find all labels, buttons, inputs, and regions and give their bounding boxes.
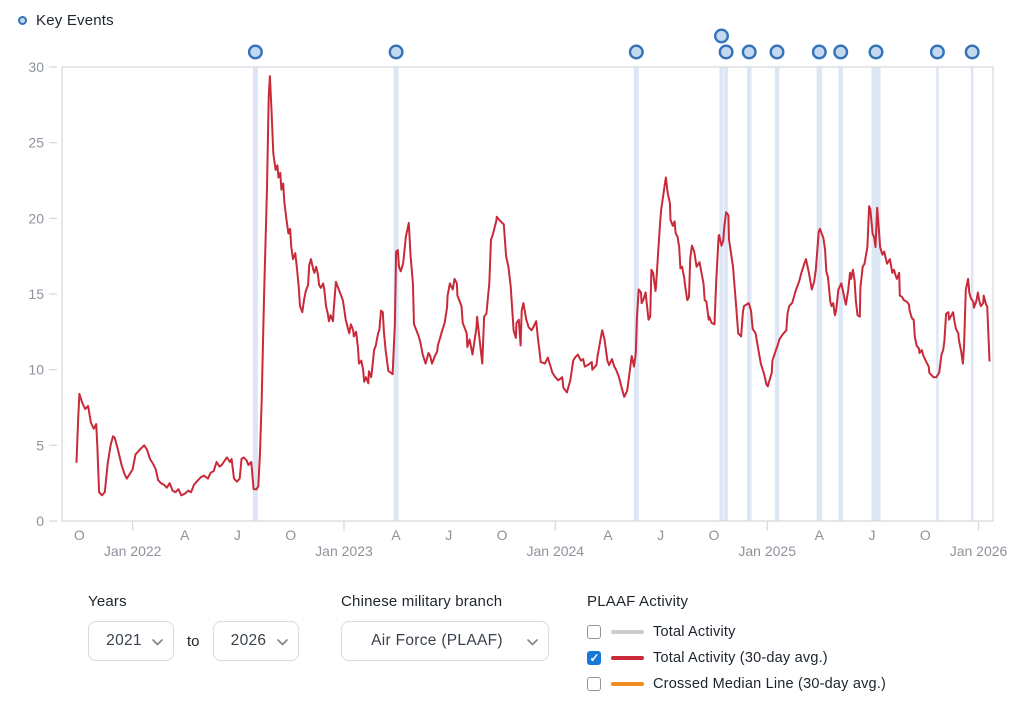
activity-line-30day-avg <box>75 75 991 497</box>
legend-label: Total Activity <box>653 624 736 640</box>
legend-label: Crossed Median Line (30-day avg.) <box>653 676 887 692</box>
years-label: Years <box>88 593 127 610</box>
legend-title: PLAAF Activity <box>587 593 689 610</box>
branch-control: Chinese military branch Air Force (PLAAF… <box>341 593 549 661</box>
y-tick-label: 15 <box>28 286 44 302</box>
x-tick-year-label: Jan 2026 <box>950 543 1008 559</box>
legend-item-total-activity: Total Activity <box>587 622 886 642</box>
event-band <box>724 67 729 521</box>
x-tick-year-label: Jan 2024 <box>526 543 584 559</box>
activity-chart: 0 5 10 15 20 25 30 O Jan 2022 A J O Jan 2023 A J O Jan 2… <box>28 28 1008 559</box>
event-band <box>719 67 724 521</box>
chevron-down-icon <box>276 639 288 646</box>
event-band <box>936 67 939 521</box>
year-start-value: 2021 <box>106 632 142 649</box>
x-tick-month-label: J <box>868 527 875 543</box>
legend-swatch-total-activity-30day <box>611 656 644 660</box>
legend-checkbox-crossed-median[interactable] <box>587 677 601 691</box>
y-tick-label: 30 <box>28 59 44 75</box>
key-event-marker[interactable] <box>929 44 945 60</box>
x-tick-month-label: J <box>445 527 452 543</box>
x-tick-year-label: Jan 2022 <box>104 543 162 559</box>
legend-swatch-crossed-median <box>611 682 644 686</box>
x-tick-month-label: O <box>74 527 85 543</box>
x-tick-month-label: A <box>815 527 825 543</box>
year-start-select[interactable]: 2021 <box>88 621 174 661</box>
x-tick-month-label: A <box>603 527 613 543</box>
y-tick-label: 10 <box>28 362 44 378</box>
x-tick-month-label: O <box>708 527 719 543</box>
event-band <box>816 67 823 521</box>
branch-value: Air Force (PLAAF) <box>371 632 503 649</box>
branch-label: Chinese military branch <box>341 593 503 610</box>
key-events-label: Key Events <box>36 12 114 29</box>
key-event-icon <box>18 16 27 25</box>
branch-select[interactable]: Air Force (PLAAF) <box>341 621 549 661</box>
y-tick-label: 25 <box>28 135 44 151</box>
y-tick-label: 5 <box>36 437 44 453</box>
legend-label: Total Activity (30-day avg.) <box>653 650 828 666</box>
legend-item-crossed-median: Crossed Median Line (30-day avg.) <box>587 674 886 694</box>
years-to-label: to <box>187 632 200 650</box>
years-control: Years 2021 to 2026 <box>88 593 299 661</box>
key-event-marker[interactable] <box>628 44 644 60</box>
y-tick-label: 0 <box>36 513 44 529</box>
legend-swatch-total-activity <box>611 630 644 634</box>
chevron-down-icon <box>527 639 538 646</box>
key-event-marker[interactable] <box>868 44 884 60</box>
key-event-marker[interactable] <box>714 28 730 44</box>
key-event-marker[interactable] <box>388 44 404 60</box>
x-tick-month-label: O <box>285 527 296 543</box>
year-end-value: 2026 <box>230 632 267 649</box>
x-tick-month-label: J <box>234 527 241 543</box>
year-end-select[interactable]: 2026 <box>212 621 299 661</box>
y-tick-label: 20 <box>28 210 44 226</box>
event-band <box>970 67 974 521</box>
x-tick-month-label: A <box>180 527 190 543</box>
series-legend: PLAAF Activity Total Activity Total Acti… <box>587 593 886 700</box>
event-band <box>774 67 780 521</box>
x-tick-month-label: O <box>497 527 508 543</box>
key-event-marker[interactable] <box>769 44 785 60</box>
key-event-marker[interactable] <box>964 44 980 60</box>
legend-checkbox-total-activity-30day[interactable] <box>587 651 601 665</box>
legend-item-total-activity-30day: Total Activity (30-day avg.) <box>587 648 886 668</box>
key-event-marker[interactable] <box>718 44 734 60</box>
chevron-down-icon <box>152 639 163 646</box>
legend-checkbox-total-activity[interactable] <box>587 625 601 639</box>
key-event-marker[interactable] <box>833 44 849 60</box>
event-band <box>838 67 843 521</box>
x-tick-year-label: Jan 2025 <box>738 543 796 559</box>
event-band <box>871 67 881 521</box>
x-tick-year-label: Jan 2023 <box>315 543 373 559</box>
event-band <box>747 67 752 521</box>
key-event-marker[interactable] <box>741 44 757 60</box>
event-band <box>633 67 639 521</box>
x-tick-month-label: J <box>657 527 664 543</box>
event-band <box>252 67 258 521</box>
key-events-legend: Key Events <box>18 12 114 29</box>
plot-border <box>61 66 994 522</box>
x-tick-month-label: A <box>391 527 401 543</box>
key-event-marker[interactable] <box>247 44 263 60</box>
key-event-marker[interactable] <box>811 44 827 60</box>
x-tick-month-label: O <box>920 527 931 543</box>
